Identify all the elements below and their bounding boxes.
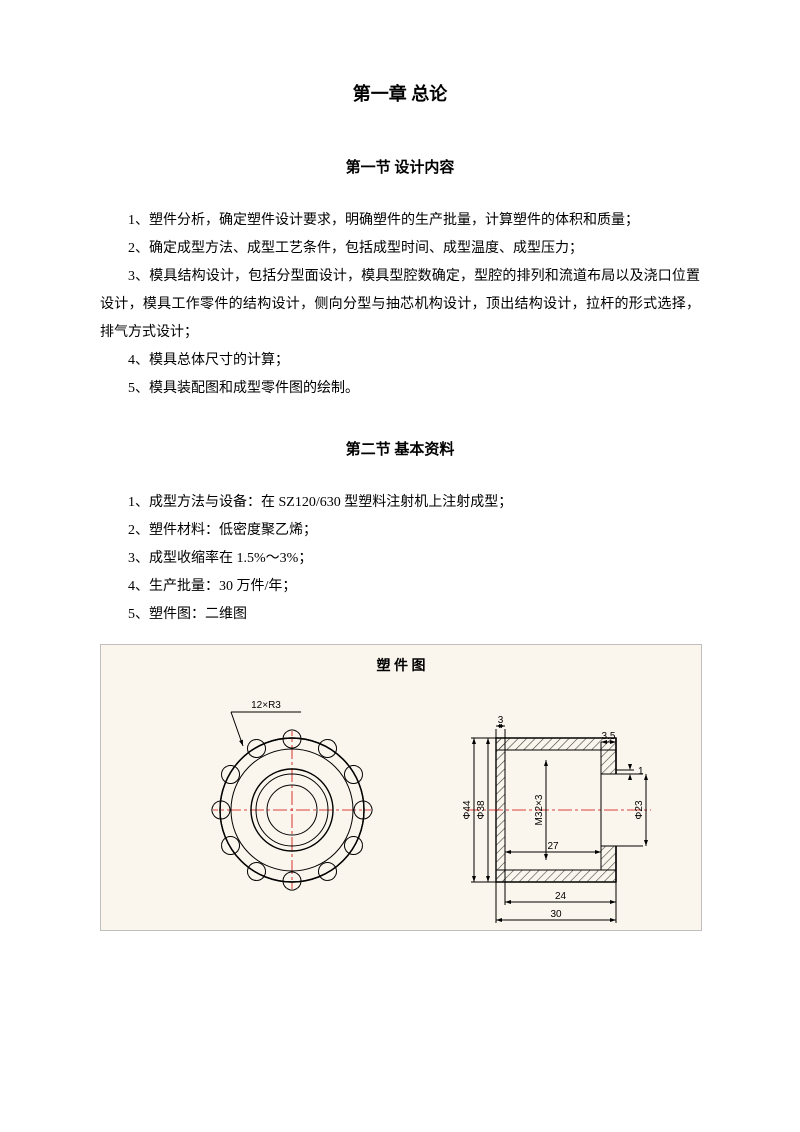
svg-text:M32×3: M32×3 <box>534 794 545 825</box>
section1-item: 2、确定成型方法、成型工艺条件，包括成型时间、成型温度、成型压力； <box>100 235 700 263</box>
svg-text:Φ23: Φ23 <box>634 800 645 820</box>
section1-item: 3、模具结构设计，包括分型面设计，模具型腔数确定，型腔的排列和流道布局以及浇口位… <box>100 263 700 347</box>
svg-text:3.5: 3.5 <box>602 731 616 742</box>
figure-title: 塑 件 图 <box>377 655 426 675</box>
section2-item: 2、塑件材料：低密度聚乙烯； <box>100 517 700 545</box>
section1-item: 4、模具总体尺寸的计算； <box>100 347 700 375</box>
svg-text:12×R3: 12×R3 <box>251 700 281 711</box>
section2-title: 第二节 基本资料 <box>100 438 700 459</box>
svg-text:1: 1 <box>638 766 644 777</box>
svg-text:24: 24 <box>555 891 567 902</box>
figure-container: 塑 件 图 12×R3 Φ44Φ38 M32×3 Φ23 3 3.5 1 27 24 30 <box>100 644 702 931</box>
section1-item: 1、塑件分析，确定塑件设计要求，明确塑件的生产批量，计算塑件的体积和质量； <box>100 207 700 235</box>
section1-item: 5、模具装配图和成型零件图的绘制。 <box>100 375 700 403</box>
svg-text:30: 30 <box>550 909 562 920</box>
section2-item: 3、成型收缩率在 1.5%～3%； <box>100 545 700 573</box>
section2-item: 1、成型方法与设备：在 SZ120/630 型塑料注射机上注射成型； <box>100 489 700 517</box>
document-page: 第一章 总论 第一节 设计内容 1、塑件分析，确定塑件设计要求，明确塑件的生产批… <box>0 0 800 971</box>
chapter-title: 第一章 总论 <box>100 80 700 106</box>
svg-text:Φ44: Φ44 <box>462 800 473 820</box>
figure-diagram: 12×R3 Φ44Φ38 M32×3 Φ23 3 3.5 1 27 24 30 <box>101 680 701 930</box>
section2-item: 4、生产批量：30 万件/年； <box>100 573 700 601</box>
section2-item: 5、塑件图：二维图 <box>100 601 700 629</box>
svg-text:27: 27 <box>547 841 559 852</box>
svg-text:Φ38: Φ38 <box>476 800 487 820</box>
svg-text:3: 3 <box>498 715 504 726</box>
section1-title: 第一节 设计内容 <box>100 156 700 177</box>
